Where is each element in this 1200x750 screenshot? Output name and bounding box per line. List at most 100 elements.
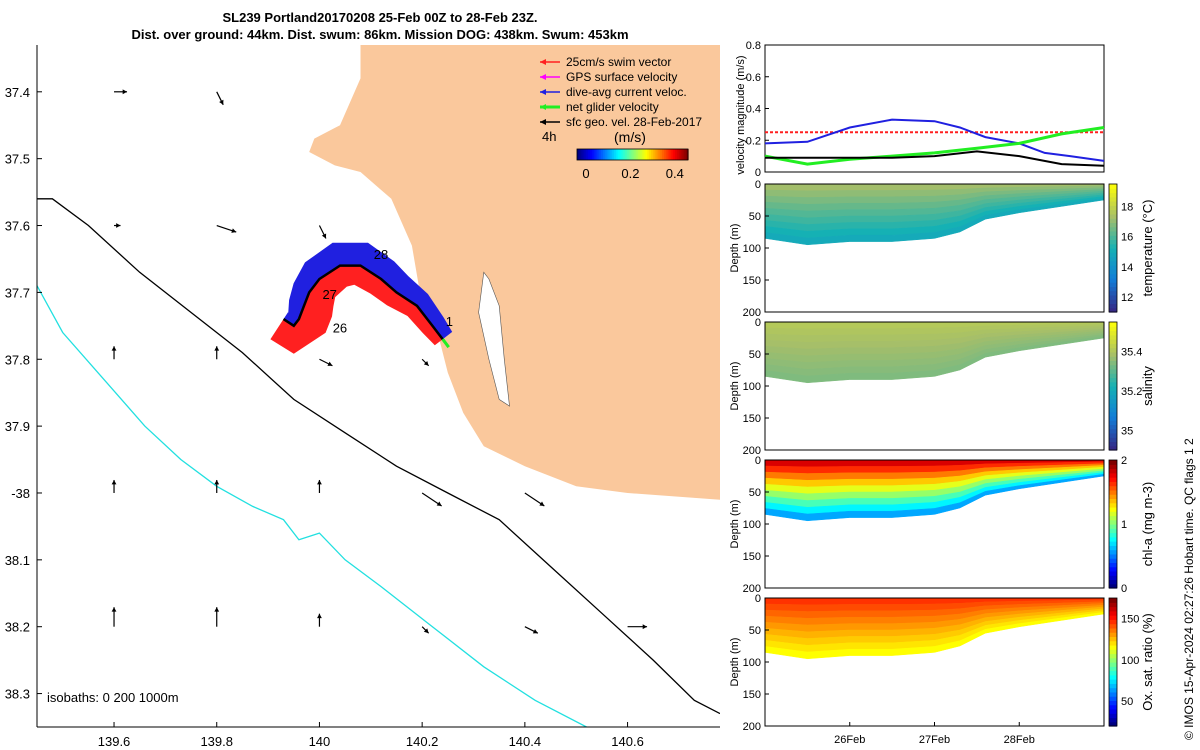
profile-colorbar-label: salinity bbox=[1140, 366, 1155, 406]
velocity-y-tick-label: 0.2 bbox=[746, 135, 761, 147]
map-y-tick-label: 38.2 bbox=[5, 620, 30, 635]
map-colorbar-cell bbox=[610, 149, 613, 160]
profile-colorbar-cell bbox=[1109, 619, 1117, 625]
profile-colorbar-cell bbox=[1109, 481, 1117, 487]
profile-colorbar-cell bbox=[1109, 243, 1117, 249]
profile-colorbar-cell bbox=[1109, 528, 1117, 534]
map-colorbar-cell bbox=[663, 149, 667, 160]
velocity-series-line bbox=[764, 126, 1105, 166]
profile-colorbar-cell bbox=[1109, 398, 1117, 404]
map-y-tick-label: 37.4 bbox=[5, 85, 30, 100]
profile-colorbar-cell bbox=[1109, 441, 1117, 447]
profile-colorbar-cell bbox=[1109, 717, 1117, 723]
profile-colorbar-cell bbox=[1109, 347, 1117, 353]
map-colorbar-cell bbox=[595, 149, 598, 160]
velocity-y-tick-label: 0.8 bbox=[746, 40, 761, 52]
map-colorbar-cell bbox=[654, 149, 658, 160]
velocity-series-line bbox=[765, 150, 1105, 167]
map-x-tick-label: 140.2 bbox=[406, 734, 439, 749]
profile-colorbar-frame bbox=[1108, 321, 1118, 451]
profile-y-tick-label: 150 bbox=[743, 689, 761, 701]
geo-velocity-arrow bbox=[318, 225, 327, 239]
profile-y-tick-label: 0 bbox=[755, 179, 761, 191]
profile-colorbar-cell bbox=[1109, 192, 1117, 198]
profile-x-tick-label: 26Feb bbox=[834, 734, 865, 746]
profile-colorbar-cell bbox=[1109, 282, 1117, 287]
profile-colorbar-cell bbox=[1109, 407, 1117, 413]
profile-colorbar-cell bbox=[1109, 381, 1117, 387]
velocity-y-tick-label: 0.6 bbox=[746, 72, 761, 84]
profile-colorbar-cell bbox=[1109, 330, 1117, 336]
profile-colorbar-cell bbox=[1109, 307, 1117, 313]
profile-y-tick-label: 100 bbox=[743, 381, 761, 393]
map-colorbar-cell bbox=[649, 149, 652, 160]
profile-y-axis-label: Depth (m) bbox=[729, 500, 741, 549]
profile-colorbar-tick-label: 16 bbox=[1121, 232, 1133, 244]
profile-colorbar-tick-label: 35.4 bbox=[1121, 347, 1142, 359]
map-colorbar-cell bbox=[682, 149, 685, 160]
velocity-y-axis-label: velocity magnitude (m/s) bbox=[735, 55, 747, 174]
profile-colorbar-cell bbox=[1109, 636, 1117, 642]
geo-velocity-arrow bbox=[216, 224, 237, 233]
geo-velocity-arrow bbox=[216, 91, 224, 106]
map-colorbar-cell bbox=[602, 149, 606, 160]
profile-colorbar-cell bbox=[1109, 294, 1117, 300]
map-colorbar-cell bbox=[589, 149, 593, 160]
geo-velocity-arrow bbox=[114, 89, 128, 95]
profile-colorbar-cell bbox=[1109, 460, 1117, 465]
map-x-tick-label: 139.8 bbox=[200, 734, 233, 749]
geo-velocity-arrow bbox=[524, 626, 539, 634]
profile-colorbar-cell bbox=[1109, 477, 1117, 482]
profile-colorbar-cell bbox=[1109, 411, 1117, 417]
profile-colorbar-cell bbox=[1109, 403, 1117, 408]
profile-colorbar-cell bbox=[1109, 553, 1117, 559]
map-colorbar-cell bbox=[680, 149, 684, 160]
profile-colorbar-cell bbox=[1109, 700, 1117, 706]
map-colorbar-cell bbox=[658, 149, 661, 160]
profile-colorbar-cell bbox=[1109, 277, 1117, 283]
map-colorbar-cell bbox=[614, 149, 617, 160]
profile-colorbar-frame bbox=[1108, 459, 1118, 589]
legend-label: net glider velocity bbox=[566, 100, 659, 114]
profile-colorbar-cell bbox=[1109, 377, 1117, 383]
map-colorbar-cell bbox=[604, 149, 608, 160]
map-colorbar-cell bbox=[656, 149, 659, 160]
geo-velocity-arrow bbox=[111, 346, 117, 360]
geo-velocity-arrow bbox=[319, 358, 333, 367]
map-colorbar-cell bbox=[617, 149, 621, 160]
legend-entry: net glider velocity bbox=[540, 100, 659, 114]
profile-colorbar-cell bbox=[1109, 334, 1117, 340]
isobath-200m-line bbox=[37, 198, 720, 715]
profile-colorbar-label: chl-a (mg m-3) bbox=[1140, 482, 1155, 567]
profile-colorbar-cell bbox=[1109, 269, 1117, 275]
chart-title-line-2: Dist. over ground: 44km. Dist. swum: 86k… bbox=[131, 27, 629, 42]
profile-colorbar-cell bbox=[1109, 415, 1117, 421]
profile-y-tick-label: 200 bbox=[743, 307, 761, 319]
geo-velocity-arrow bbox=[317, 479, 322, 493]
geo-velocity-arrow bbox=[317, 613, 322, 627]
map-x-tick-label: 140.4 bbox=[509, 734, 542, 749]
profile-colorbar-cell bbox=[1109, 230, 1117, 236]
profile-x-tick-label: 27Feb bbox=[919, 734, 950, 746]
map-colorbar-cell bbox=[676, 149, 680, 160]
map-colorbar-cell bbox=[608, 149, 611, 160]
inlet-lake bbox=[478, 271, 510, 407]
profile-colorbar-cell bbox=[1109, 394, 1117, 400]
profile-colorbar-cell bbox=[1109, 515, 1117, 521]
map-colorbar-cell bbox=[643, 149, 647, 160]
geo-velocity-arrow bbox=[214, 607, 220, 627]
profile-colorbar-tick-label: 100 bbox=[1121, 655, 1139, 667]
profile-y-tick-label: 150 bbox=[743, 413, 761, 425]
profile-colorbar-cell bbox=[1109, 549, 1117, 555]
isobaths-note: isobaths: 0 200 1000m bbox=[47, 690, 179, 705]
profile-colorbar-cell bbox=[1109, 360, 1117, 366]
profile-y-tick-label: 0 bbox=[755, 593, 761, 605]
map-colorbar-cell bbox=[673, 149, 676, 160]
map-x-tick-label: 140.6 bbox=[611, 734, 644, 749]
profile-colorbar-cell bbox=[1109, 602, 1117, 608]
profile-colorbar-cell bbox=[1109, 506, 1117, 512]
map-colorbar-cell bbox=[625, 149, 628, 160]
profile-colorbar-cell bbox=[1109, 290, 1117, 296]
profile-colorbar-tick-label: 2 bbox=[1121, 455, 1127, 467]
